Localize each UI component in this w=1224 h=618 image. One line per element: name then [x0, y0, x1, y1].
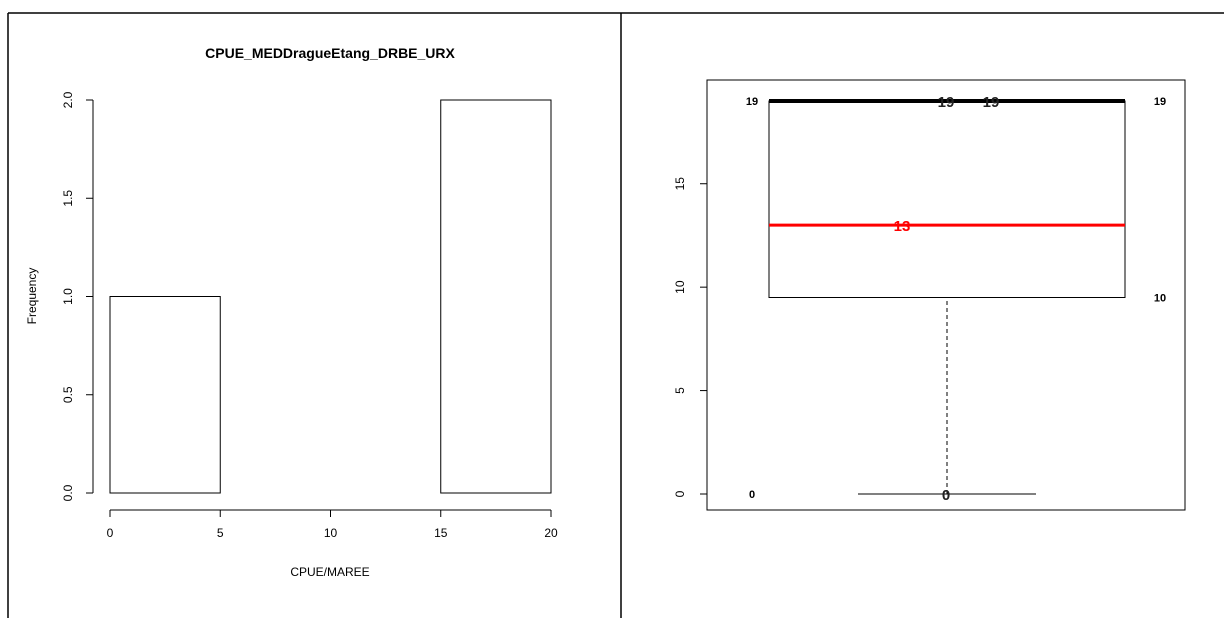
- left-value-label: 0: [749, 489, 755, 501]
- y-tick-label: 1.0: [61, 288, 75, 305]
- histogram-bars: [109, 99, 552, 494]
- y-tick-label: 0.5: [61, 386, 75, 403]
- plot-area-frame: [706, 79, 1186, 511]
- y-tick-label: 0.0: [61, 484, 75, 501]
- y-axis-label: Frequency: [25, 268, 39, 325]
- y-tick-label: 5: [673, 387, 687, 394]
- histogram-bar: [440, 99, 552, 494]
- y-tick-label: 10: [673, 280, 687, 294]
- boxplot-chart: 0 5 10 15 19 0 19 10 19 19 13 0: [673, 79, 1186, 511]
- inner-value-label: 19: [983, 94, 1000, 111]
- box-elements: [768, 99, 1126, 495]
- chart-title: CPUE_MEDDragueEtang_DRBE_URX: [205, 45, 455, 61]
- x-axis: 0 5 10 15 20: [107, 509, 558, 540]
- x-tick-label: 5: [217, 526, 224, 540]
- y-axis: 0 5 10 15: [673, 177, 708, 497]
- x-axis-label: CPUE/MAREE: [290, 565, 369, 579]
- inner-value-label: 13: [894, 218, 911, 235]
- right-value-label: 10: [1154, 293, 1166, 305]
- y-tick-label: 0: [673, 490, 687, 497]
- box-value-labels: 19 0 19 10 19 19 13 0: [746, 94, 1166, 504]
- x-tick-label: 20: [544, 526, 558, 540]
- y-axis: 0.0 0.5 1.0 1.5 2.0: [61, 91, 94, 501]
- box-iqr: [768, 100, 1126, 298]
- x-tick-label: 15: [434, 526, 448, 540]
- inner-value-label: 19: [938, 94, 955, 111]
- x-tick-label: 10: [324, 526, 338, 540]
- x-tick-label: 0: [107, 526, 114, 540]
- histogram-chart: CPUE_MEDDragueEtang_DRBE_URX CPUE/MAREE …: [25, 45, 558, 579]
- y-tick-label: 15: [673, 177, 687, 191]
- y-tick-label: 1.5: [61, 190, 75, 207]
- left-value-label: 19: [746, 96, 758, 108]
- right-value-label: 19: [1154, 96, 1166, 108]
- histogram-bar: [109, 296, 221, 494]
- inner-value-label: 0: [942, 487, 950, 504]
- y-tick-label: 2.0: [61, 91, 75, 108]
